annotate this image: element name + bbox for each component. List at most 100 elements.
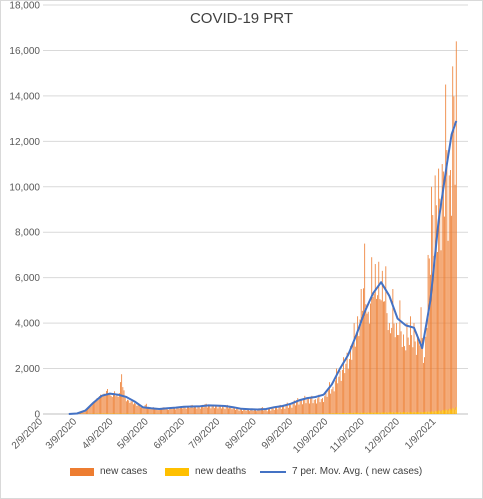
bar-new-cases — [179, 406, 181, 414]
bar-new-cases — [278, 405, 280, 414]
legend-label-moving-average: 7 per. Mov. Avg. ( new cases) — [292, 466, 423, 477]
bar-new-cases — [132, 404, 134, 414]
bar-new-deaths — [437, 411, 438, 414]
bar-new-cases — [331, 389, 333, 414]
bar-new-deaths — [454, 409, 456, 414]
bar-new-deaths — [388, 412, 390, 414]
bar-new-deaths — [347, 413, 349, 414]
bar-new-cases — [271, 407, 273, 414]
bar-new-cases — [93, 401, 94, 414]
bar-new-cases — [219, 404, 221, 414]
bar-new-cases — [286, 402, 288, 414]
bar-new-cases — [334, 380, 336, 414]
bar-new-cases — [107, 389, 108, 414]
y-tick-label: 6,000 — [15, 273, 40, 284]
bar-new-cases — [129, 402, 131, 414]
bar-new-cases — [163, 407, 165, 414]
bar-new-cases — [418, 339, 420, 414]
bar-new-deaths — [408, 412, 410, 414]
bar-new-cases — [205, 403, 207, 414]
bar-new-deaths — [363, 412, 364, 414]
bar-new-cases — [405, 350, 407, 414]
bar-new-cases — [89, 406, 91, 414]
bar-new-deaths — [105, 413, 107, 414]
bar-new-cases — [445, 84, 447, 415]
bar-new-cases — [155, 408, 157, 414]
bar-new-cases — [401, 346, 403, 414]
bar-new-cases — [344, 373, 346, 414]
y-tick-label: 8,000 — [15, 228, 40, 239]
y-tick-label: 10,000 — [9, 182, 40, 193]
bar-new-cases — [258, 408, 260, 414]
bar-new-deaths — [356, 412, 357, 414]
bar-new-cases — [290, 404, 292, 414]
bar-new-deaths — [344, 413, 346, 414]
bar-new-deaths — [358, 412, 360, 414]
bar-new-cases — [316, 403, 317, 414]
bar-new-cases — [388, 323, 390, 414]
bar-new-cases — [161, 409, 162, 414]
bar-new-cases — [326, 396, 328, 414]
bar-new-cases — [188, 406, 189, 414]
bar-new-cases — [104, 394, 106, 414]
bar-new-cases — [138, 404, 140, 414]
bar-new-cases — [455, 41, 457, 414]
x-tick-label: 12/9/2020 — [363, 416, 403, 456]
bar-new-cases — [339, 370, 341, 414]
bar-new-deaths — [102, 413, 104, 414]
bar-new-deaths — [376, 412, 377, 414]
bar-new-cases — [292, 402, 294, 414]
bar-new-cases — [192, 407, 194, 414]
bar-new-deaths — [431, 411, 433, 414]
bar-new-cases — [265, 409, 267, 414]
bar-new-deaths — [360, 412, 362, 414]
bar-new-cases — [440, 250, 442, 414]
bar-new-cases — [178, 408, 180, 414]
bar-new-cases — [189, 407, 191, 414]
bar-new-cases — [349, 359, 350, 414]
bar-new-deaths — [367, 412, 369, 414]
x-tick-label: 10/9/2020 — [291, 416, 331, 456]
bar-new-cases — [452, 66, 454, 414]
bar-new-deaths — [345, 413, 347, 414]
bar-new-cases — [150, 409, 152, 414]
legend-item-new-cases: new cases — [70, 466, 147, 477]
bar-new-cases — [263, 410, 265, 414]
bar-new-cases — [186, 406, 188, 414]
bar-new-cases — [285, 404, 287, 414]
bar-new-cases — [419, 345, 421, 414]
bar-new-cases — [329, 382, 330, 414]
bar-new-cases — [241, 409, 242, 414]
bar-new-cases — [374, 264, 376, 414]
bar-new-cases — [367, 311, 369, 414]
bar-new-cases — [336, 368, 337, 414]
bar-new-deaths — [332, 413, 334, 414]
bar-new-deaths — [412, 412, 414, 414]
bar-new-cases — [435, 205, 437, 414]
bar-new-cases — [287, 407, 289, 414]
bar-new-cases — [87, 409, 89, 414]
bar-new-cases — [311, 395, 313, 414]
bar-new-deaths — [370, 412, 371, 414]
bar-new-cases — [100, 394, 101, 414]
bar-new-cases — [403, 334, 404, 414]
bar-new-deaths — [325, 413, 327, 414]
bar-new-cases — [407, 337, 409, 414]
bar-new-cases — [249, 411, 251, 414]
bar-new-cases — [250, 408, 252, 414]
bar-new-cases — [280, 409, 282, 414]
bar-new-cases — [404, 346, 406, 414]
bar-new-cases — [251, 408, 253, 414]
bar-new-cases — [320, 399, 322, 414]
bar-new-deaths — [350, 412, 352, 414]
bar-new-cases — [302, 404, 303, 414]
bar-new-deaths — [337, 413, 339, 414]
bar-new-cases — [417, 334, 418, 414]
bar-new-deaths — [334, 413, 336, 414]
bar-new-deaths — [446, 409, 448, 414]
bar-new-cases — [376, 298, 377, 414]
bar-new-deaths — [103, 413, 105, 414]
bar-new-cases — [354, 346, 356, 414]
bar-new-cases — [432, 215, 434, 414]
bar-new-cases — [395, 323, 397, 414]
